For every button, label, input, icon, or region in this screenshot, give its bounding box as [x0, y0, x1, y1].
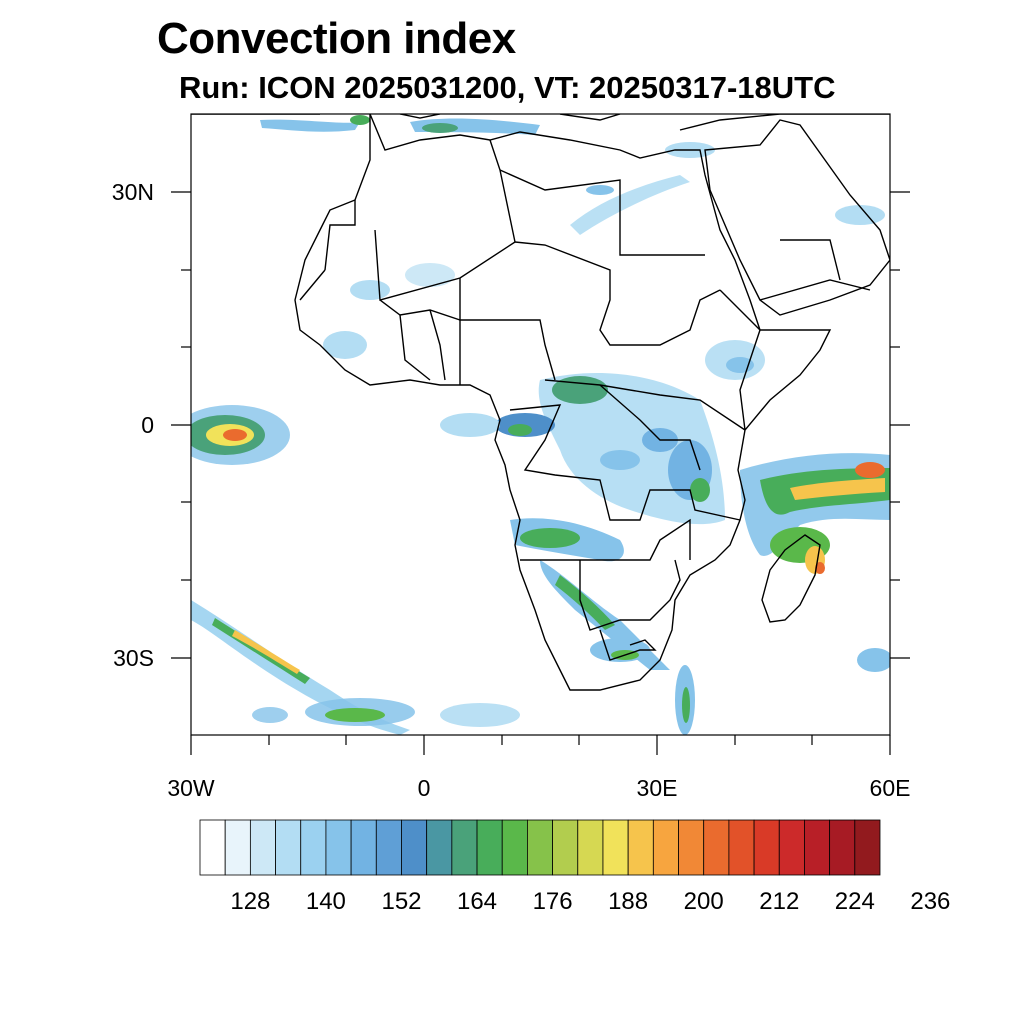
- lon-label-30e: 30E: [636, 775, 678, 801]
- border-line: [499, 169, 705, 256]
- coastline-arabia: [704, 119, 890, 316]
- border-line: [509, 404, 741, 521]
- border-line: [759, 239, 871, 301]
- field-cell: [440, 372, 725, 525]
- colorbar-tick-label: 188: [608, 888, 649, 915]
- border-line: [399, 309, 461, 385]
- colorbar-tick-label: 140: [305, 888, 346, 915]
- field-cell: [705, 340, 765, 380]
- coastline-africa: [294, 114, 832, 691]
- field-cell: [740, 453, 890, 574]
- country-borders: [299, 139, 871, 661]
- convection-field: [191, 115, 890, 735]
- field-cell: [252, 698, 520, 727]
- lat-label-30n: 30N: [111, 179, 154, 205]
- field-cell: [191, 405, 290, 465]
- axis-ticks: [171, 191, 910, 755]
- coastline-europe: [191, 114, 890, 131]
- colorbar-tick-label: 164: [456, 888, 498, 915]
- colorbar-tick-label: 176: [532, 888, 573, 915]
- coastline-madagascar: [761, 534, 821, 623]
- lat-label-30s: 30S: [113, 645, 154, 671]
- border-line: [459, 278, 556, 381]
- border-line: [520, 518, 691, 561]
- lon-label-0: 0: [417, 775, 431, 801]
- colorbar-tick-label: 128: [230, 888, 271, 915]
- border-line: [514, 241, 721, 346]
- border-line: [544, 379, 746, 431]
- map-subtitle: Run: ICON 2025031200, VT: 20250317-18UTC: [179, 70, 836, 105]
- colorbar-tick-label: 212: [759, 888, 800, 915]
- border-line: [599, 629, 657, 661]
- colorbar-tick-label: 152: [381, 888, 422, 915]
- colorbar-tick-label: 224: [834, 888, 875, 915]
- border-line: [324, 200, 356, 271]
- map-title: Convection index: [157, 14, 516, 63]
- coastlines: [191, 114, 890, 691]
- colorbar-tick-label: 200: [683, 888, 724, 915]
- colorbar-tick-label: 236: [910, 888, 951, 915]
- lon-label-60e: 60E: [869, 775, 911, 801]
- border-line: [719, 289, 761, 431]
- field-cell: [323, 175, 890, 672]
- border-line: [299, 269, 461, 321]
- lat-label-0: 0: [141, 412, 154, 438]
- border-line: [374, 139, 516, 301]
- lon-label-30w: 30W: [167, 775, 215, 801]
- border-line: [599, 384, 701, 471]
- border-line: [579, 559, 681, 631]
- field-cell: [191, 600, 410, 735]
